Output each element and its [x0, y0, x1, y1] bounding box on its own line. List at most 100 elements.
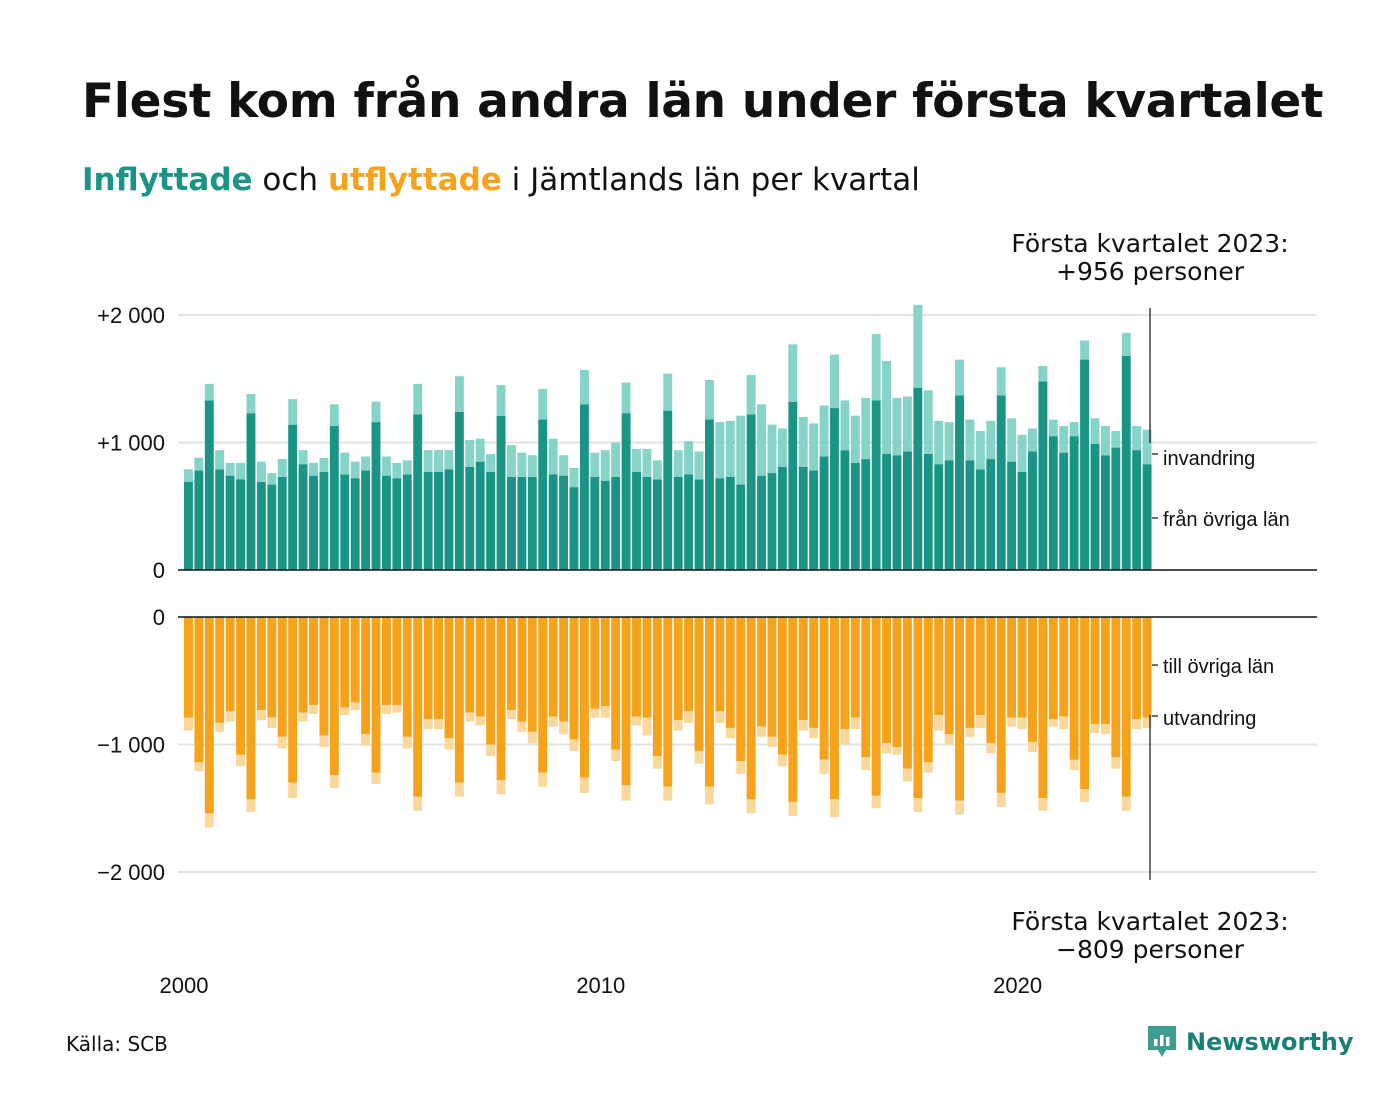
- bar-out-to-other-counties: [517, 617, 527, 722]
- bar-in-from-other-counties: [1059, 452, 1069, 570]
- bar-out-to-other-counties: [611, 617, 621, 750]
- bar-immigration: [1111, 431, 1121, 448]
- bar-immigration: [475, 438, 485, 462]
- bar-immigration: [298, 450, 308, 465]
- bar-emigration: [423, 719, 433, 730]
- bar-immigration: [892, 397, 902, 456]
- bar-out-to-other-counties: [850, 617, 860, 718]
- bar-emigration: [965, 727, 975, 737]
- bar-in-from-other-counties: [454, 411, 464, 570]
- bar-immigration: [757, 404, 766, 476]
- bar-out-to-other-counties: [882, 617, 892, 744]
- bar-emigration: [632, 716, 641, 726]
- bar-out-to-other-counties: [1121, 617, 1131, 797]
- bar-emigration: [642, 717, 652, 736]
- bar-emigration: [777, 754, 787, 767]
- bar-out-to-other-counties: [381, 617, 391, 705]
- bar-in-from-other-counties: [861, 459, 871, 570]
- bar-emigration: [204, 813, 214, 828]
- legend-fran-ovriga-lan: från övriga län: [1163, 509, 1290, 531]
- bar-emigration: [569, 739, 579, 751]
- subtitle-utflyttade: utflyttade: [327, 162, 502, 198]
- bar-out-to-other-counties: [861, 617, 871, 758]
- bar-out-to-other-counties: [288, 617, 298, 783]
- bar-immigration: [413, 383, 423, 415]
- bar-emigration: [215, 722, 225, 732]
- bar-immigration: [288, 399, 298, 425]
- annotation-bottom-line1: Första kvartalet 2023:: [1011, 907, 1288, 936]
- bar-in-from-other-counties: [486, 471, 496, 570]
- bar-in-from-other-counties: [277, 476, 287, 570]
- bar-immigration: [538, 388, 548, 420]
- bar-emigration: [486, 744, 496, 756]
- bar-in-from-other-counties: [955, 395, 964, 570]
- bar-immigration: [715, 422, 725, 479]
- x-tick-label: 2020: [993, 973, 1042, 998]
- bar-in-from-other-counties: [371, 422, 381, 570]
- annotation-bottom-line2: −809 personer: [1056, 935, 1245, 964]
- bar-out-to-other-counties: [444, 617, 454, 739]
- bar-in-from-other-counties: [611, 476, 621, 570]
- bar-out-to-other-counties: [632, 617, 641, 717]
- bars: [184, 304, 1152, 828]
- bar-emigration: [1017, 717, 1027, 730]
- chart-title: Flest kom från andra län under första kv…: [82, 74, 1324, 129]
- bar-out-to-other-counties: [371, 617, 381, 773]
- bar-in-from-other-counties: [381, 475, 391, 570]
- bar-immigration: [642, 448, 652, 477]
- bar-immigration: [340, 452, 350, 475]
- bar-immigration: [1028, 428, 1037, 452]
- bar-emigration: [975, 715, 985, 728]
- bar-out-to-other-counties: [361, 617, 371, 735]
- bar-immigration: [569, 468, 579, 488]
- bar-immigration: [673, 450, 683, 477]
- bar-out-to-other-counties: [1007, 617, 1017, 718]
- bar-immigration: [996, 367, 1006, 396]
- bar-in-from-other-counties: [944, 460, 954, 570]
- bar-emigration: [788, 801, 798, 816]
- source-note: Källa: SCB: [66, 1032, 168, 1056]
- bottom-y-tick-label: 0: [153, 605, 165, 630]
- bar-emigration: [944, 734, 954, 745]
- bar-out-to-other-counties: [236, 617, 245, 755]
- bar-out-to-other-counties: [621, 617, 631, 786]
- bar-in-from-other-counties: [538, 419, 548, 570]
- bar-in-from-other-counties: [184, 482, 193, 570]
- bar-out-to-other-counties: [913, 617, 923, 799]
- bar-immigration: [1048, 419, 1058, 437]
- bar-emigration: [184, 717, 193, 731]
- bar-emigration: [819, 759, 829, 774]
- bar-out-to-other-counties: [642, 617, 652, 718]
- bar-out-to-other-counties: [798, 617, 808, 721]
- bar-emigration: [861, 757, 871, 770]
- bar-immigration: [632, 448, 641, 472]
- bar-emigration: [298, 712, 308, 722]
- bar-emigration: [715, 711, 725, 723]
- bar-in-from-other-counties: [777, 466, 787, 570]
- bar-in-from-other-counties: [267, 484, 277, 570]
- bar-emigration: [371, 772, 381, 785]
- bar-emigration: [663, 786, 673, 801]
- bar-immigration: [423, 450, 433, 472]
- bar-immigration: [840, 400, 850, 451]
- bar-out-to-other-counties: [767, 617, 777, 737]
- bar-emigration: [902, 768, 912, 782]
- bar-in-from-other-counties: [1132, 450, 1142, 570]
- bar-out-to-other-counties: [986, 617, 996, 744]
- bar-immigration: [225, 462, 235, 476]
- bar-in-from-other-counties: [1007, 461, 1017, 570]
- bar-emigration: [1111, 757, 1121, 769]
- bar-out-to-other-counties: [215, 617, 225, 723]
- labels: 0 +1 000 +2 000 0 −1 000 −2 000 2000 2010 2020 in…: [97, 229, 1316, 998]
- bar-in-from-other-counties: [590, 476, 600, 570]
- bar-immigration: [1132, 425, 1142, 451]
- bar-in-from-other-counties: [423, 471, 433, 570]
- bar-out-to-other-counties: [705, 617, 714, 787]
- bar-immigration: [496, 385, 506, 416]
- bar-in-from-other-counties: [923, 453, 933, 570]
- bar-out-to-other-counties: [413, 617, 423, 797]
- bar-emigration: [798, 720, 808, 731]
- bar-in-from-other-counties: [194, 470, 204, 570]
- bar-immigration: [611, 442, 621, 477]
- bar-out-to-other-counties: [277, 617, 287, 737]
